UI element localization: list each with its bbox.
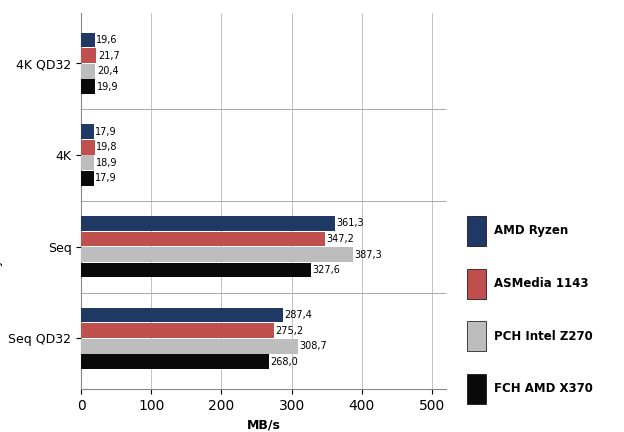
Text: 347,2: 347,2 xyxy=(326,234,354,244)
Bar xyxy=(81,64,95,79)
X-axis label: MB/s: MB/s xyxy=(246,418,281,431)
Text: 268,0: 268,0 xyxy=(271,357,298,367)
Bar xyxy=(81,32,95,48)
Text: PCH Intel Z270: PCH Intel Z270 xyxy=(494,330,593,343)
Bar xyxy=(81,339,298,353)
Text: 308,7: 308,7 xyxy=(299,341,327,351)
FancyBboxPatch shape xyxy=(467,374,486,404)
Text: 275,2: 275,2 xyxy=(276,326,304,336)
Text: 361,3: 361,3 xyxy=(336,218,364,229)
Bar xyxy=(81,216,334,231)
Bar xyxy=(81,263,311,277)
Bar xyxy=(81,247,353,262)
Text: 17,9: 17,9 xyxy=(95,173,117,184)
Bar xyxy=(81,323,274,338)
Bar xyxy=(81,140,95,155)
Text: 387,3: 387,3 xyxy=(354,250,382,260)
Bar xyxy=(81,354,269,369)
Text: 17,9: 17,9 xyxy=(95,127,117,137)
Text: 327,6: 327,6 xyxy=(313,265,340,275)
FancyBboxPatch shape xyxy=(467,321,486,351)
FancyBboxPatch shape xyxy=(467,216,486,246)
Text: AMD Ryzen: AMD Ryzen xyxy=(494,225,568,238)
Text: 20,4: 20,4 xyxy=(97,66,119,76)
Text: 19,8: 19,8 xyxy=(97,142,118,152)
FancyBboxPatch shape xyxy=(467,269,486,299)
Bar xyxy=(81,124,94,139)
Text: 19,6: 19,6 xyxy=(96,35,118,45)
Text: FCH AMD X370: FCH AMD X370 xyxy=(494,382,593,395)
Text: 21,7: 21,7 xyxy=(98,51,120,60)
Text: 287,4: 287,4 xyxy=(284,310,312,320)
Bar xyxy=(81,171,94,186)
Bar xyxy=(81,48,96,63)
Text: ASMedia 1143: ASMedia 1143 xyxy=(494,277,588,290)
Text: 18,9: 18,9 xyxy=(96,158,117,168)
Y-axis label: Crystal Disk Mark Lettura: Crystal Disk Mark Lettura xyxy=(0,121,3,280)
Bar xyxy=(81,79,95,94)
Text: 19,9: 19,9 xyxy=(97,82,118,92)
Bar xyxy=(81,156,94,170)
Bar xyxy=(81,308,283,322)
Bar xyxy=(81,232,324,246)
